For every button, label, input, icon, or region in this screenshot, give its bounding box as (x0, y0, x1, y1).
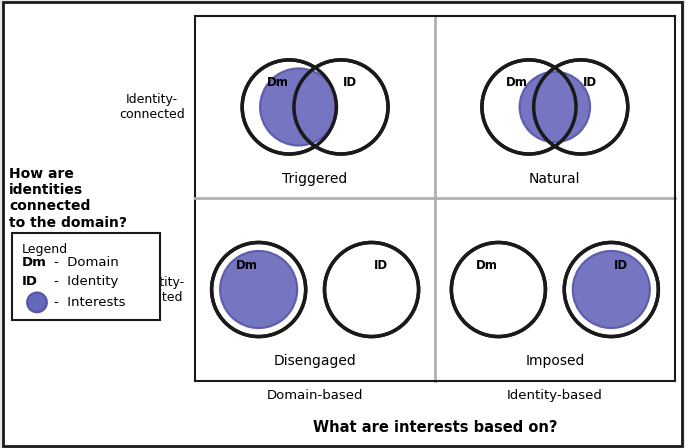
Text: What are interests based on?: What are interests based on? (313, 420, 557, 435)
Ellipse shape (534, 60, 627, 154)
Text: Dm: Dm (236, 258, 258, 271)
Text: ID: ID (583, 76, 597, 89)
Ellipse shape (482, 60, 576, 154)
FancyBboxPatch shape (12, 233, 160, 320)
Text: How are
identities
connected
to the domain?: How are identities connected to the doma… (9, 167, 127, 229)
Ellipse shape (212, 242, 306, 336)
Text: Identity-
isolated: Identity- isolated (133, 276, 185, 304)
Text: ID: ID (614, 258, 627, 271)
Text: Legend: Legend (22, 243, 68, 256)
Ellipse shape (260, 69, 337, 146)
Ellipse shape (325, 242, 419, 336)
FancyBboxPatch shape (3, 2, 682, 446)
Text: Imposed: Imposed (525, 354, 584, 368)
Text: Dm: Dm (22, 255, 47, 269)
Ellipse shape (220, 251, 297, 328)
Text: Domain-based: Domain-based (267, 389, 363, 402)
Text: Dm: Dm (506, 76, 528, 89)
Ellipse shape (564, 242, 658, 336)
Text: Dm: Dm (475, 258, 497, 271)
Text: -  Domain: - Domain (54, 255, 119, 269)
Text: -  Interests: - Interests (54, 296, 125, 309)
Ellipse shape (519, 72, 590, 142)
Text: Triggered: Triggered (282, 172, 348, 186)
Text: Natural: Natural (529, 172, 581, 186)
Text: -  Identity: - Identity (54, 275, 119, 288)
Text: ID: ID (22, 275, 38, 288)
Text: ID: ID (374, 258, 388, 271)
Text: Identity-
connected: Identity- connected (119, 93, 185, 121)
Ellipse shape (27, 293, 47, 312)
Text: Disengaged: Disengaged (274, 354, 356, 368)
Text: Identity-based: Identity-based (507, 389, 603, 402)
Text: ID: ID (343, 76, 358, 89)
Ellipse shape (294, 60, 388, 154)
Ellipse shape (242, 60, 336, 154)
Text: Dm: Dm (266, 76, 288, 89)
Ellipse shape (573, 251, 650, 328)
Ellipse shape (451, 242, 545, 336)
